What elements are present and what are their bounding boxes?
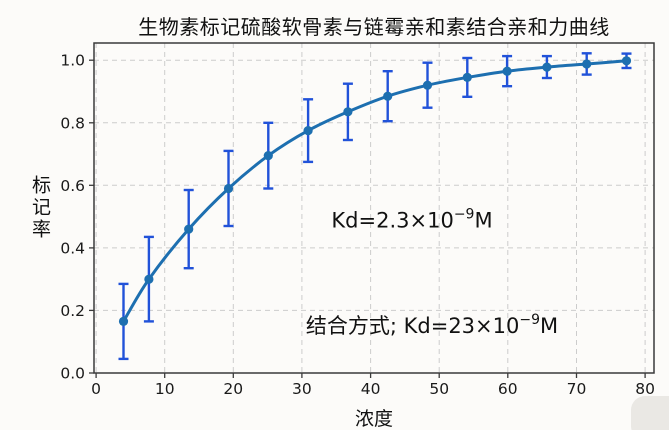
x-tick-label-10: 10 — [155, 380, 175, 398]
x-tick-label-80: 80 — [635, 380, 655, 398]
kd-annotation-primary-text: Kd=2.3×10 — [331, 208, 454, 233]
data-point-1 — [144, 274, 154, 284]
curve-line — [122, 59, 628, 323]
kd-annotation-primary-unit: M — [474, 208, 493, 233]
kd-annotation-primary: Kd=2.3×10−9M — [331, 206, 493, 233]
kd-annotation-secondary: 结合方式; Kd=23×10−9M — [306, 310, 558, 340]
x-tick-label-40: 40 — [361, 380, 381, 398]
y-tick-label-0.4: 0.4 — [60, 239, 85, 257]
data-point-6 — [343, 107, 353, 117]
plot-frame — [93, 42, 655, 374]
x-tick-label-0: 0 — [91, 380, 101, 398]
data-point-9 — [462, 72, 472, 82]
data-point-5 — [303, 126, 313, 136]
kd-annotation-primary-exponent: −9 — [453, 206, 475, 223]
x-tick-label-30: 30 — [292, 380, 312, 398]
data-point-12 — [582, 59, 592, 69]
x-axis-label: 浓度 — [354, 408, 393, 430]
x-tick-label-50: 50 — [429, 380, 449, 398]
watermark-artifact — [631, 396, 669, 430]
y-tick-label-0.2: 0.2 — [60, 302, 85, 320]
y-axis-label: 标记率 — [29, 175, 51, 241]
data-point-4 — [263, 151, 273, 161]
data-point-3 — [223, 183, 234, 194]
y-tick-label-0.8: 0.8 — [60, 114, 85, 132]
data-point-0 — [118, 316, 129, 326]
x-tick-label-60: 60 — [498, 380, 518, 398]
chart-title: 生物素标记硫酸软骨素与链霉亲和素结合亲和力曲线 — [138, 15, 610, 39]
kd-annotation-secondary-text: 结合方式; Kd=23×10 — [305, 314, 520, 338]
x-tick-label-20: 20 — [223, 380, 243, 398]
data-point-13 — [621, 56, 632, 66]
y-tick-label-0.6: 0.6 — [60, 177, 85, 195]
data-point-7 — [383, 91, 393, 101]
y-tick-label-0.0: 0.0 — [60, 365, 85, 383]
x-tick-label-70: 70 — [567, 380, 587, 398]
data-point-8 — [422, 80, 433, 90]
data-point-10 — [502, 66, 512, 76]
kd-annotation-secondary-unit: M — [540, 314, 559, 338]
data-point-2 — [184, 224, 194, 234]
data-point-11 — [542, 62, 552, 72]
kd-annotation-secondary-exponent: −9 — [519, 312, 541, 328]
y-tick-label-1.0: 1.0 — [60, 52, 85, 70]
